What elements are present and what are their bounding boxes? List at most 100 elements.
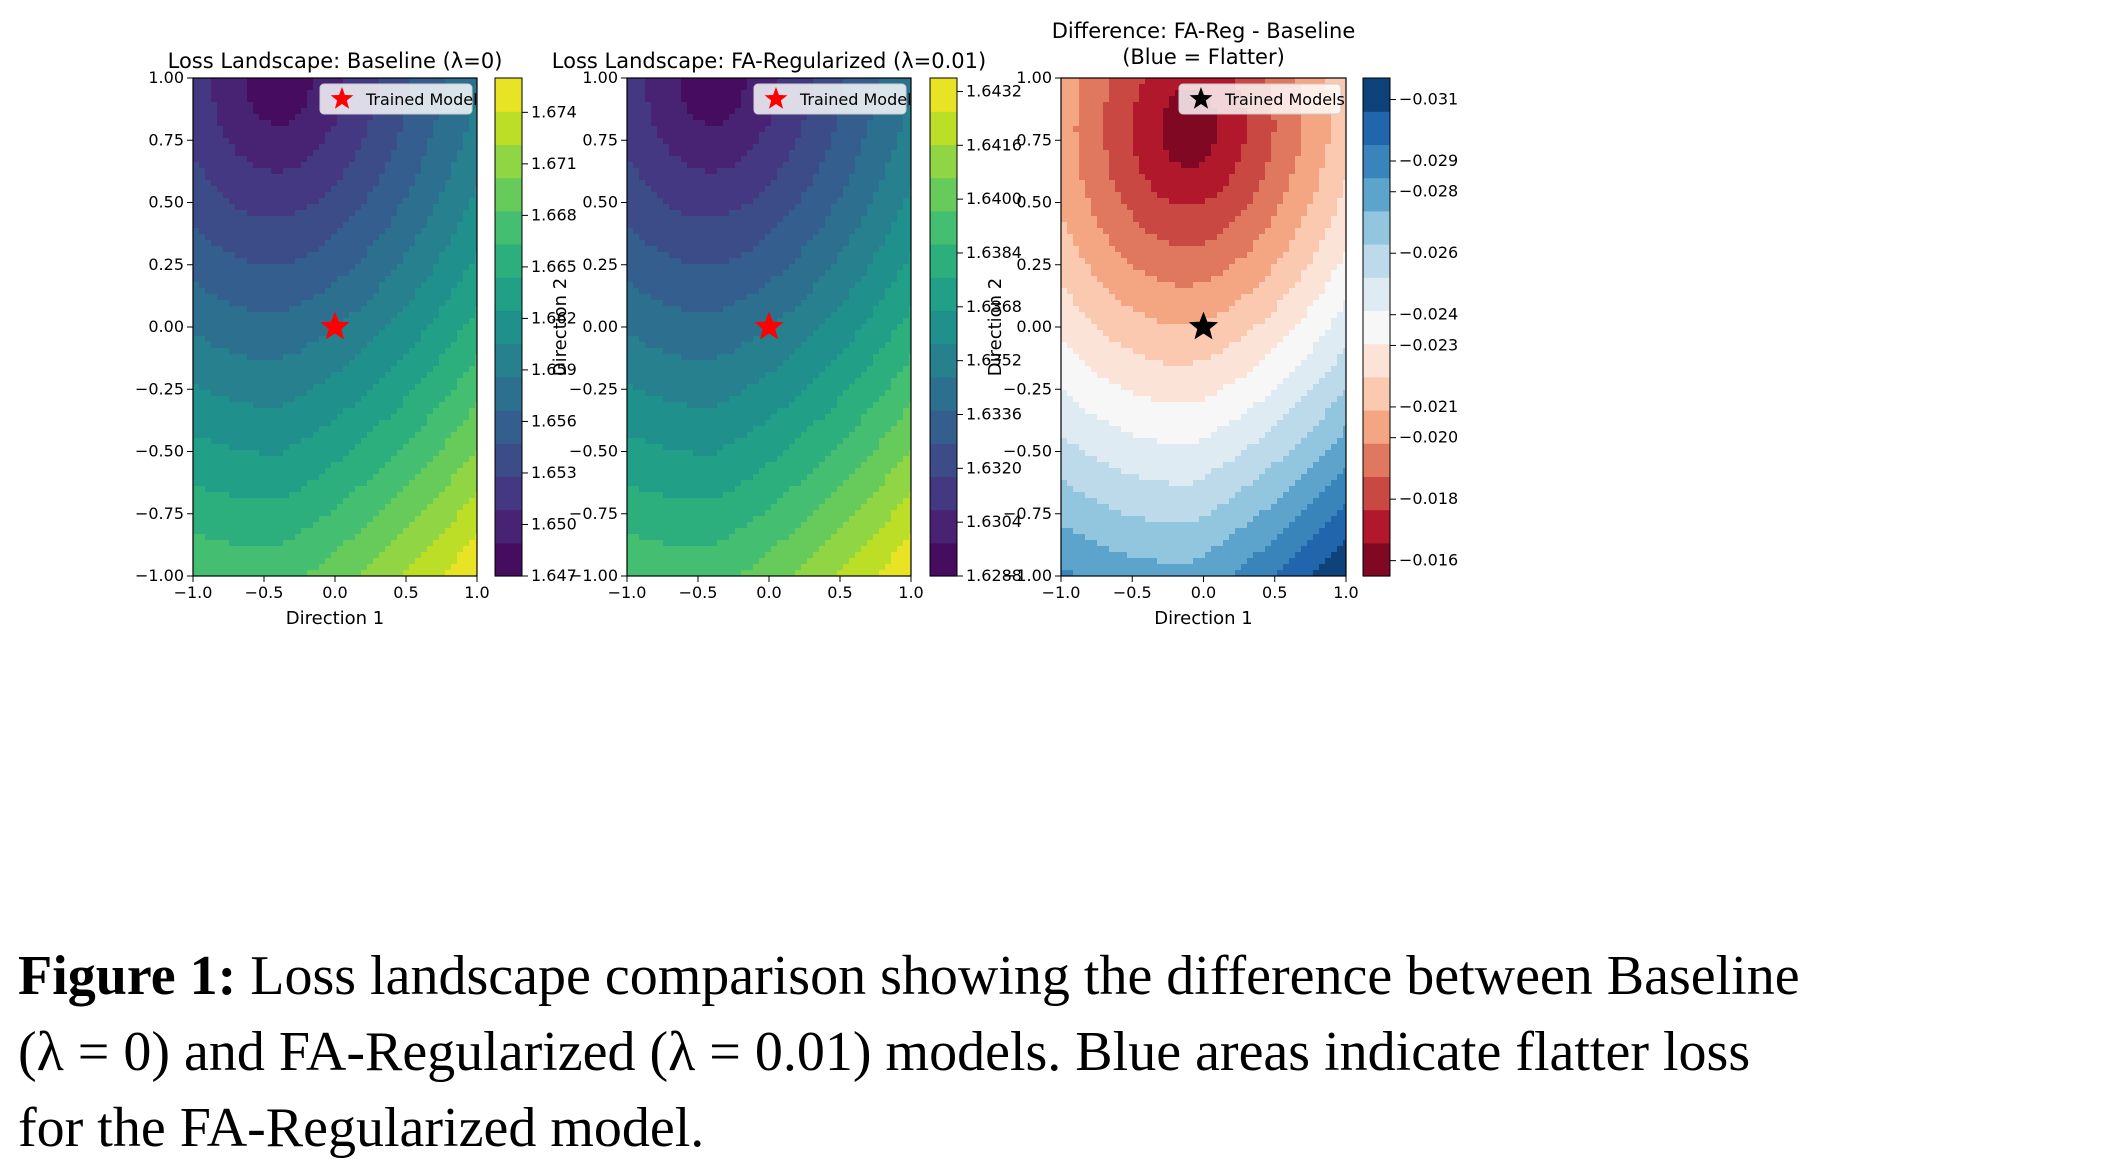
legend-label: Trained Models <box>1224 90 1345 109</box>
y-tick-label: 0.25 <box>582 255 618 274</box>
y-tick-label: −1.00 <box>569 566 618 585</box>
colorbar-tick-label: 1.6288 <box>966 566 1022 585</box>
x-tick-label: 0.5 <box>393 583 418 602</box>
y-tick-label: −0.75 <box>569 504 618 523</box>
colorbar-segment <box>1363 343 1390 378</box>
colorbar-tick-label: 1.6432 <box>966 81 1022 100</box>
colorbar-tick-label: −0.023 <box>1399 335 1458 354</box>
figure-caption-line-1: Figure 1: Loss landscape comparison show… <box>18 948 1800 1004</box>
y-tick-label: −1.00 <box>1003 566 1052 585</box>
colorbar-tick-label: −0.024 <box>1399 305 1458 324</box>
legend-marker <box>330 87 354 109</box>
x-tick-label: −0.5 <box>245 583 284 602</box>
y-tick-label: 0.75 <box>148 130 184 149</box>
colorbar-frame <box>929 77 958 577</box>
chart-title: Loss Landscape: Baseline (λ=0) <box>168 49 503 73</box>
y-tick-label: −0.75 <box>135 504 184 523</box>
colorbar-frame <box>1362 77 1391 577</box>
y-tick-label: 0.25 <box>1016 255 1052 274</box>
colorbar-tick-label: −0.018 <box>1399 489 1458 508</box>
colorbar-segment <box>495 310 522 345</box>
chart-panel-2: −1.0 −0.5 0.0 0.5 1.0 1.00 0.75 0.50 0.25 0.00 −0.… <box>552 49 1022 602</box>
y-tick-label: 1.00 <box>148 68 184 87</box>
colorbar-segment <box>930 144 957 179</box>
x-axis-label: Direction 1 <box>1154 608 1253 629</box>
colorbar: 1.674 1.671 1.668 1.665 1.662 1.659 1.656 1.653… <box>494 77 577 585</box>
y-axis-label: Direction 2 <box>550 278 571 377</box>
colorbar-segment <box>930 343 957 378</box>
legend-marker <box>1189 87 1213 109</box>
trained-model-marker <box>754 311 784 340</box>
y-axis-label: Direction 2 <box>985 278 1006 377</box>
colorbar-segment <box>1363 376 1390 411</box>
colorbar-segment <box>495 78 522 112</box>
colorbar-segment <box>930 210 957 245</box>
colorbar-tick-label: 1.6416 <box>966 135 1022 154</box>
trained-model-marker <box>320 311 350 340</box>
chart-panel-3: −1.0 −0.5 0.0 0.5 1.0 1.00 0.75 0.50 0.25 0.00 −0.… <box>1003 19 1458 629</box>
colorbar: −0.016 −0.018 −0.020 −0.021 −0.023 −0.024 −0.0… <box>1362 77 1458 577</box>
y-tick-label: 0.00 <box>1016 317 1052 336</box>
colorbar-tick-label: 1.6336 <box>966 404 1022 423</box>
colorbar-segment <box>930 310 957 345</box>
colorbar-segment <box>930 277 957 311</box>
colorbar-tick-label: 1.674 <box>531 102 577 121</box>
contour-fill <box>627 78 911 576</box>
colorbar-segment <box>1363 410 1390 444</box>
y-tick-label: −0.25 <box>1003 379 1052 398</box>
colorbar-tick-label: 1.647 <box>531 566 577 585</box>
caption-text-2: (λ = 0) and FA-Regularized (λ = 0.01) mo… <box>18 1021 1751 1083</box>
chart-title: Difference: FA-Reg - Baseline <box>1052 19 1356 43</box>
x-tick-label: 0.0 <box>1191 583 1216 602</box>
colorbar-segment <box>495 177 522 212</box>
x-axis-label: Direction 1 <box>286 608 385 629</box>
x-tick-label: 0.5 <box>1262 583 1287 602</box>
colorbar-segment <box>495 111 522 145</box>
caption-text-3: for the FA-Regularized model. <box>18 1097 705 1159</box>
y-tick-label: −1.00 <box>135 566 184 585</box>
x-tick-label: 0.0 <box>756 583 781 602</box>
y-tick-label: 0.50 <box>1016 193 1052 212</box>
loss-landscape-figure: −1.0 −0.5 0.0 0.5 1.0 1.00 0.75 0.50 0.25 0.00 −0.… <box>135 19 1458 629</box>
legend-box <box>319 83 473 115</box>
colorbar-segment <box>1363 542 1390 577</box>
colorbar-segment <box>930 476 957 511</box>
x-tick-label: 1.0 <box>898 583 923 602</box>
x-tick-label: 1.0 <box>1333 583 1358 602</box>
y-tick-label: −0.25 <box>135 379 184 398</box>
colorbar-tick-label: 1.6384 <box>966 243 1022 262</box>
y-tick-label: 0.50 <box>148 193 184 212</box>
colorbar-segment <box>495 476 522 511</box>
colorbar-segment <box>1363 144 1390 179</box>
contour-fill <box>193 78 477 576</box>
colorbar-tick-label: −0.031 <box>1399 90 1458 109</box>
colorbar-segment <box>1363 476 1390 511</box>
colorbar-tick-label: −0.029 <box>1399 151 1458 170</box>
y-tick-label: 1.00 <box>1016 68 1052 87</box>
colorbar-segment <box>495 542 522 577</box>
y-tick-label: −0.50 <box>569 442 618 461</box>
colorbar-tick-label: 1.659 <box>531 360 577 379</box>
colorbar: 1.6432 1.6416 1.6400 1.6384 1.6368 1.6352 1.63… <box>929 77 1022 585</box>
x-tick-label: −1.0 <box>1042 583 1081 602</box>
x-tick-label: −1.0 <box>174 583 213 602</box>
colorbar-segment <box>930 542 957 577</box>
trained-model-marker <box>1188 311 1219 340</box>
colorbar-tick-label: −0.016 <box>1399 551 1458 570</box>
y-tick-label: 0.50 <box>582 193 618 212</box>
legend-box <box>753 83 907 115</box>
colorbar-segment <box>1363 78 1390 112</box>
colorbar-tick-label: 1.6352 <box>966 351 1022 370</box>
colorbar-segment <box>495 376 522 411</box>
y-tick-label: 0.75 <box>582 130 618 149</box>
y-tick-label: −0.50 <box>1003 442 1052 461</box>
y-tick-label: 0.00 <box>148 317 184 336</box>
y-tick-label: 0.75 <box>1016 130 1052 149</box>
legend-box <box>1178 83 1342 115</box>
colorbar-tick-label: 1.6368 <box>966 297 1022 316</box>
y-tick-label: −0.75 <box>1003 504 1052 523</box>
y-tick-label: 0.00 <box>582 317 618 336</box>
x-tick-label: −0.5 <box>1113 583 1152 602</box>
colorbar-segment <box>495 210 522 245</box>
colorbar-segment <box>1363 111 1390 145</box>
